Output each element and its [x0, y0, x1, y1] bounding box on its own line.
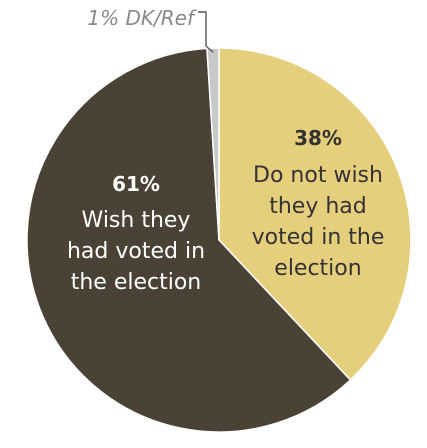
slice-2-leader-line — [198, 12, 213, 52]
slice-2-callout-label: 1% DK/Ref — [87, 6, 197, 30]
slice-1-label-line: the election — [71, 270, 202, 295]
slice-1-value-label: 61% — [112, 172, 160, 196]
slice-0-value-label: 38% — [294, 126, 342, 150]
slice-0-label-line: voted in the — [252, 225, 385, 250]
slice-0-label-line: they had — [269, 194, 367, 219]
slice-0-label-line: Do not wish — [253, 163, 383, 188]
slice-1-label-line: had voted in — [67, 239, 205, 264]
slice-1-label-line: Wish they — [82, 208, 191, 233]
slice-0-label-line: election — [274, 256, 361, 281]
